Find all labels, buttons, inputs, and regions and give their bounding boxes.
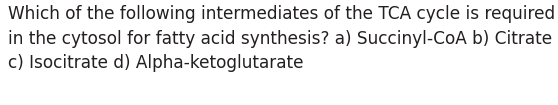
- Text: Which of the following intermediates of the TCA cycle is required
in the cytosol: Which of the following intermediates of …: [8, 5, 556, 72]
